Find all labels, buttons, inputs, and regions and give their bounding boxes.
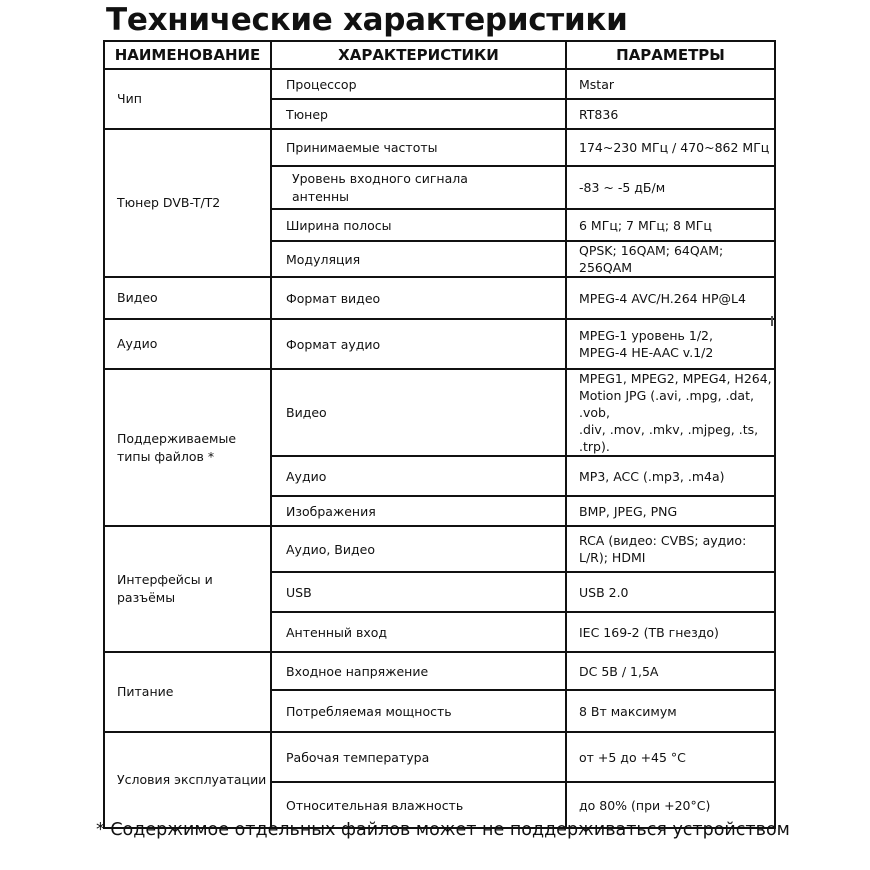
table-row: Аудио MP3, ACC (.mp3, .m4a): [104, 455, 776, 497]
group-name: Поддерживаемые типы файлов *: [103, 368, 272, 527]
feature-cell: Рабочая температура: [270, 731, 567, 783]
value-cell: 174~230 МГц / 470~862 МГц: [565, 128, 776, 167]
group-name: Питание: [103, 651, 272, 733]
feature-cell: Ширина полосы: [270, 208, 567, 242]
value-cell: MPEG-4 AVC/H.264 HP@L4: [565, 276, 776, 320]
feature-cell: Уровень входного сигнала антенны: [270, 165, 567, 210]
value-cell: IEC 169-2 (ТВ гнездо): [565, 611, 776, 653]
group-name: Чип: [103, 68, 272, 130]
feature-cell: Изображения: [270, 495, 567, 527]
feature-cell: Потребляемая мощность: [270, 689, 567, 733]
table-row: Тюнер DVB-T/T2 Принимаемые частоты 174~230…: [103, 128, 776, 278]
group-name: Тюнер DVB-T/T2: [103, 128, 272, 278]
table-row: Потребляемая мощность 8 Вт максимум: [104, 689, 776, 733]
feature-cell: Аудио: [270, 455, 567, 497]
value-cell: USB 2.0: [565, 571, 776, 613]
table-row: Чип Процессор Mstar: [103, 68, 776, 130]
feature-cell: Антенный вход: [270, 611, 567, 653]
table-row: Аудио Формат аудио MPEG-1 уровень 1/2, MPE…: [103, 318, 776, 370]
group-name: Аудио: [103, 318, 272, 370]
feature-cell: Входное напряжение: [270, 651, 567, 691]
feature-cell: Аудио, Видео: [270, 525, 567, 573]
feature-cell: Относительная влажность: [270, 781, 567, 829]
value-cell: 8 Вт максимум: [565, 689, 776, 733]
spec-table: НАИМЕНОВАНИЕ ХАРАКТЕРИСТИКИ ПАРАМЕТРЫ Чи…: [103, 40, 776, 829]
value-cell: -83 ~ -5 дБ/м: [565, 165, 776, 210]
table-row: USB USB 2.0: [104, 571, 776, 613]
value-cell: MPEG-1 уровень 1/2, MPEG-4 HE-AAC v.1/2: [565, 318, 776, 370]
header-feature: ХАРАКТЕРИСТИКИ: [270, 40, 567, 70]
table-row: Изображения BMP, JPEG, PNG: [104, 495, 776, 527]
group-name: Интерфейсы и разъёмы: [103, 525, 272, 653]
value-cell: BMP, JPEG, PNG: [565, 495, 776, 527]
table-row: Антенный вход IEC 169-2 (ТВ гнездо): [104, 611, 776, 653]
table-row: Поддерживаемые типы файлов * Видео MPEG1, …: [103, 368, 776, 527]
value-cell: MPEG1, MPEG2, MPEG4, H264, Motion JPG (.…: [565, 368, 776, 457]
table-row: Интерфейсы и разъёмы Аудио, Видео RCA (вид…: [103, 525, 776, 653]
value-cell: MP3, ACC (.mp3, .m4a): [565, 455, 776, 497]
table-row: Модуляция QPSK; 16QAM; 64QAM; 256QAM: [104, 240, 776, 278]
feature-cell: USB: [270, 571, 567, 613]
table-row: Видео Формат видео MPEG-4 AVC/H.264 HP@L4: [103, 276, 776, 320]
table-row: Питание Входное напряжение DC 5В / 1,5А: [103, 651, 776, 733]
table-row: Ширина полосы 6 МГц; 7 МГц; 8 МГц: [104, 208, 776, 242]
page-title: Технические характеристики: [106, 2, 628, 38]
header-value: ПАРАМЕТРЫ: [565, 40, 776, 70]
group-name: Видео: [103, 276, 272, 320]
feature-cell: Тюнер: [270, 98, 567, 130]
feature-cell: Модуляция: [270, 240, 567, 278]
footnote: * Содержимое отдельных файлов может не п…: [96, 820, 790, 840]
value-cell: 6 МГц; 7 МГц; 8 МГц: [565, 208, 776, 242]
value-cell: QPSK; 16QAM; 64QAM; 256QAM: [565, 240, 776, 278]
group-name: Условия эксплуатации: [103, 731, 272, 829]
table-row: Тюнер RT836: [104, 98, 776, 130]
table-row: Условия эксплуатации Рабочая температура о…: [103, 731, 776, 829]
value-cell: RT836: [565, 98, 776, 130]
value-cell: DC 5В / 1,5А: [565, 651, 776, 691]
feature-cell: Видео: [270, 368, 567, 457]
table-header-row: НАИМЕНОВАНИЕ ХАРАКТЕРИСТИКИ ПАРАМЕТРЫ: [103, 40, 776, 70]
value-cell: до 80% (при +20°С): [565, 781, 776, 829]
header-name: НАИМЕНОВАНИЕ: [103, 40, 272, 70]
value-cell: Mstar: [565, 68, 776, 100]
value-cell: RCA (видео: CVBS; аудио: L/R); HDMI: [565, 525, 776, 573]
table-row: Уровень входного сигнала антенны -83 ~ -5…: [104, 165, 776, 210]
value-cell: от +5 до +45 °С: [565, 731, 776, 783]
feature-cell: Процессор: [270, 68, 567, 100]
table-row: Относительная влажность до 80% (при +20°С…: [104, 781, 776, 829]
scan-mark: [771, 316, 773, 326]
feature-cell: Принимаемые частоты: [270, 128, 567, 167]
feature-cell: Формат видео: [270, 276, 567, 320]
feature-cell: Формат аудио: [270, 318, 567, 370]
